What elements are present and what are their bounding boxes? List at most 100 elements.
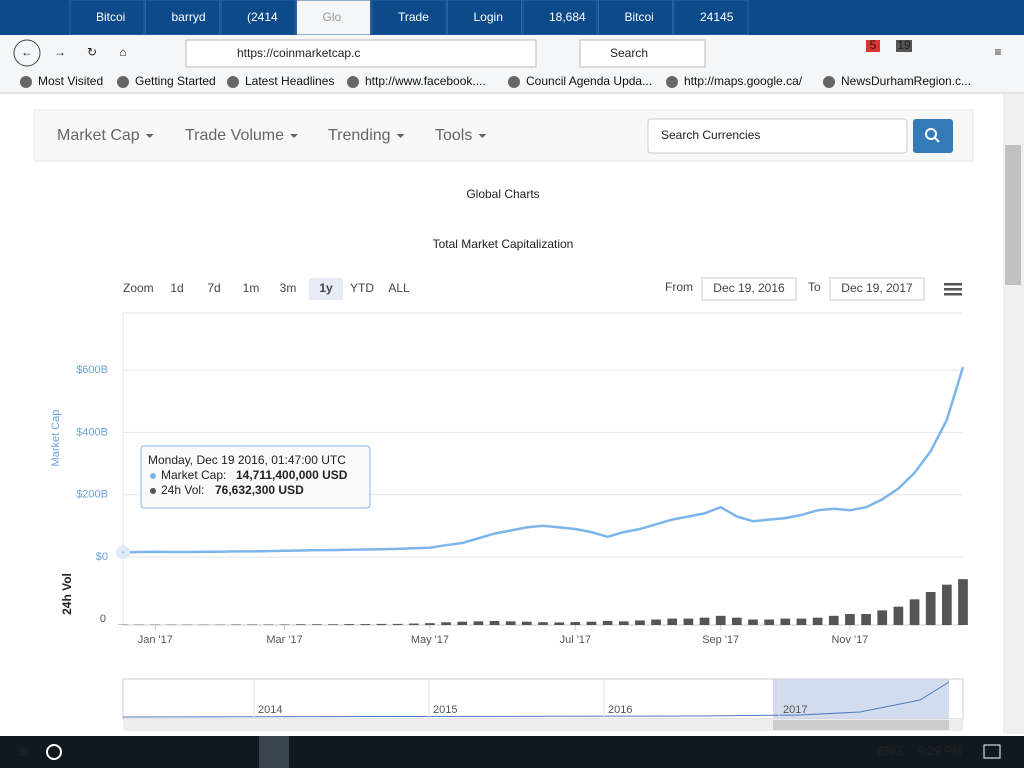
volume-bar	[554, 622, 564, 625]
x-tick-label: Jul '17	[560, 634, 591, 646]
navigator-year: 2015	[433, 704, 457, 716]
volume-bar	[796, 618, 807, 625]
bookmark[interactable]: Getting Started	[135, 74, 216, 88]
chart-title: Total Market Capitalization	[433, 237, 574, 251]
badge	[896, 40, 912, 52]
navigator-selection[interactable]	[773, 679, 949, 719]
volume-bar	[392, 623, 403, 625]
bookmark[interactable]: http://www.facebook....	[365, 74, 486, 88]
notifications[interactable]	[983, 744, 1001, 759]
reload-button[interactable]: ↻	[87, 45, 97, 59]
caret	[290, 134, 299, 138]
volume-bar	[473, 621, 484, 625]
zoom-button[interactable]: 1y	[319, 281, 333, 295]
volume-bar	[522, 621, 532, 625]
menu-item[interactable]: Tools	[435, 127, 472, 144]
tooltip	[140, 445, 371, 509]
back-button[interactable]	[13, 39, 41, 67]
volume-bar	[441, 622, 451, 625]
badge	[866, 40, 880, 52]
to-input[interactable]	[829, 277, 925, 301]
volume-bar	[942, 584, 952, 625]
bookmark[interactable]: Most Visited	[38, 74, 103, 88]
currency-search[interactable]	[647, 118, 908, 154]
navigator-thumb[interactable]	[773, 720, 949, 730]
volume-bar	[635, 620, 645, 625]
tab-title: Login	[474, 10, 503, 24]
page-heading: Global Charts	[466, 187, 539, 201]
currency-search-placeholder: Search Currencies	[661, 128, 760, 142]
volume-bar	[909, 599, 920, 625]
volume-bar	[732, 617, 742, 625]
volume-bar	[861, 614, 871, 625]
start-button[interactable]: ⊞	[18, 744, 28, 758]
volume-bar	[489, 620, 500, 625]
bookmark-icon	[20, 76, 32, 88]
y-tick-label: $200B	[76, 489, 108, 501]
volume-bar	[618, 621, 629, 625]
navigator-year: 2014	[258, 704, 282, 716]
search-bar[interactable]	[579, 39, 706, 68]
tab[interactable]	[69, 0, 145, 36]
market-cap-line	[122, 366, 965, 554]
tooltip-title: Monday, Dec 19 2016, 01:47:00 UTC	[148, 453, 346, 467]
bookmark-icon	[347, 76, 359, 88]
tab[interactable]	[447, 0, 522, 36]
tab[interactable]	[522, 0, 598, 36]
legend-dot	[150, 488, 156, 494]
search-button[interactable]	[913, 119, 953, 153]
volume-bar	[376, 623, 387, 625]
volume-bar	[312, 624, 322, 625]
cortana[interactable]	[46, 744, 62, 760]
volume-bar	[279, 624, 290, 625]
navigator-year: 2017	[783, 704, 807, 716]
volume-bar	[328, 624, 338, 625]
url-bar[interactable]	[185, 39, 537, 68]
menu-item[interactable]: Trade Volume	[185, 127, 284, 144]
bookmark[interactable]: http://maps.google.ca/	[684, 74, 803, 88]
tab[interactable]	[296, 0, 371, 36]
navigator-scrollbar[interactable]	[123, 719, 963, 731]
menu-button[interactable]: ≡	[994, 45, 1001, 59]
from-input[interactable]	[701, 277, 797, 301]
tab[interactable]	[145, 0, 220, 36]
x-tick-label: May '17	[411, 634, 449, 646]
zoom-button[interactable]: 3m	[280, 281, 297, 295]
legend-dot	[150, 473, 156, 479]
bookmark[interactable]: Council Agenda Upda...	[526, 74, 652, 88]
tab-title: 24145	[700, 10, 734, 24]
volume-bar	[828, 615, 839, 625]
bookmark[interactable]: NewsDurhamRegion.c...	[841, 74, 971, 88]
home-button[interactable]: ⌂	[119, 45, 126, 59]
zoom-button[interactable]: YTD	[350, 281, 374, 295]
zoom-button[interactable]: 1m	[243, 281, 260, 295]
active-app[interactable]	[259, 736, 289, 768]
menu-item[interactable]: Market Cap	[57, 127, 140, 144]
search-icon	[925, 128, 937, 140]
zoom-button[interactable]: 7d	[207, 281, 220, 295]
bar	[944, 288, 962, 291]
tooltip-value: 76,632,300 USD	[215, 483, 304, 497]
url-text: https://coinmarketcap.c	[237, 46, 360, 60]
caret	[396, 134, 405, 138]
export-menu[interactable]	[944, 283, 962, 296]
tab[interactable]	[220, 0, 296, 36]
x-tick-label: Sep '17	[702, 634, 739, 646]
x-tick-label: Nov '17	[831, 634, 868, 646]
tab-title: Trade	[398, 10, 429, 24]
bookmark-icon	[823, 76, 835, 88]
volume-bar	[764, 619, 774, 625]
volume-bar	[602, 620, 613, 625]
volume-bar	[780, 618, 791, 625]
zoom-button[interactable]: 1d	[170, 281, 183, 295]
bookmark[interactable]: Latest Headlines	[245, 74, 334, 88]
zoom-button[interactable]: ALL	[388, 281, 410, 295]
y2-tick-label: 0	[100, 613, 106, 625]
forward-button[interactable]: →	[54, 45, 66, 59]
y-tick-label: $600B	[76, 364, 108, 376]
menu-item[interactable]: Trending	[328, 127, 391, 144]
caret	[478, 134, 487, 138]
search-text: Search	[610, 46, 648, 60]
scroll-thumb[interactable]	[1005, 145, 1021, 285]
